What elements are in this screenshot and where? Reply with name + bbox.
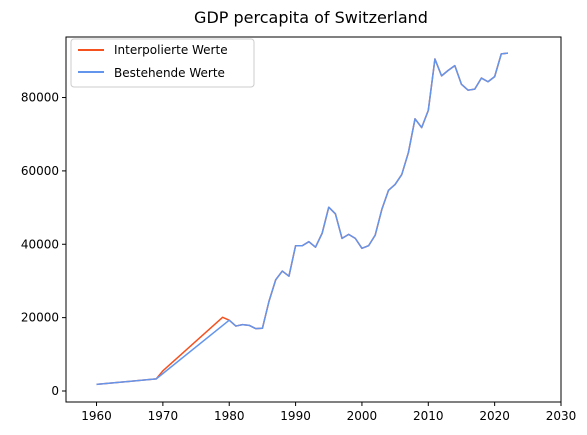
legend: Interpolierte Werte Bestehende Werte	[70, 38, 255, 88]
x-tick-label: 1990	[280, 409, 311, 423]
series-line-existing	[96, 52, 509, 386]
x-tick-label: 2020	[479, 409, 510, 423]
x-tick-label: 2000	[347, 409, 378, 423]
legend-label-existing: Bestehende Werte	[114, 66, 225, 80]
chart-title: GDP percapita of Switzerland	[194, 8, 428, 27]
plot-frame	[65, 36, 562, 403]
x-tick-label: 1980	[214, 409, 245, 423]
y-tick-label: 40000	[21, 237, 59, 251]
y-tick-label: 20000	[21, 311, 59, 325]
x-tick-label: 1970	[148, 409, 179, 423]
legend-box	[70, 38, 255, 88]
legend-label-interpolated: Interpolierte Werte	[114, 43, 228, 57]
y-tick-label: 60000	[21, 164, 59, 178]
y-tick-label: 80000	[21, 91, 59, 105]
x-tick-label: 2030	[546, 409, 577, 423]
x-tick-label: 1960	[81, 409, 112, 423]
series-line-interpolated	[96, 52, 509, 386]
y-tick-label: 0	[51, 384, 59, 398]
plot-area: 1960 1970 1980 1990 2000 2010 2020 2030 0 20000 40…	[21, 52, 577, 423]
x-tick-label: 2010	[413, 409, 444, 423]
